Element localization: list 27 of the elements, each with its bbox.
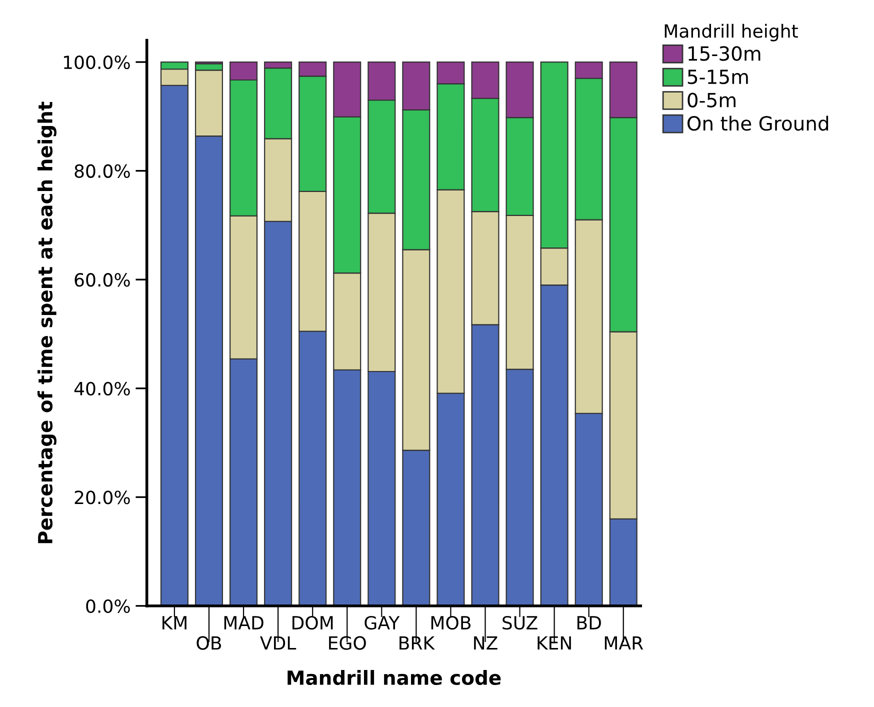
x-tick-label: BRK: [400, 636, 435, 650]
y-tick-label: 60.0%: [74, 273, 130, 287]
x-tick-label: SUZ: [502, 616, 538, 630]
legend-label: 5-15m: [688, 70, 748, 84]
y-tick-label: 20.0%: [74, 490, 130, 504]
y-axis-title: Percentage of time spent at each height: [37, 102, 56, 544]
legend-title: Mandrill height: [664, 24, 798, 42]
x-axis-title: Mandrill name code: [288, 670, 501, 686]
x-tick-label: NZ: [474, 636, 498, 650]
x-tick-label: MAD: [224, 616, 264, 630]
y-tick-label: 40.0%: [74, 382, 130, 396]
x-tick-label: BD: [577, 616, 601, 630]
y-tick-label: 0.0%: [86, 599, 130, 614]
legend-label: 0-5m: [688, 92, 736, 108]
x-tick-label: MAR: [604, 636, 644, 650]
y-tick-label: 80.0%: [74, 164, 130, 178]
x-tick-label: KEN: [538, 636, 571, 650]
legend-label: On the Ground: [688, 116, 828, 131]
legend-label: 15-30m: [688, 46, 760, 61]
x-tick-label: EGO: [329, 636, 366, 650]
x-tick-label: KM: [162, 616, 186, 630]
x-tick-label: VDL: [260, 636, 296, 650]
x-tick-label: DOM: [292, 616, 333, 630]
x-tick-label: MOB: [431, 616, 471, 630]
y-tick-label: 100.0%: [64, 56, 130, 70]
x-tick-label: OB: [196, 636, 222, 650]
x-tick-label: GAY: [364, 616, 400, 630]
